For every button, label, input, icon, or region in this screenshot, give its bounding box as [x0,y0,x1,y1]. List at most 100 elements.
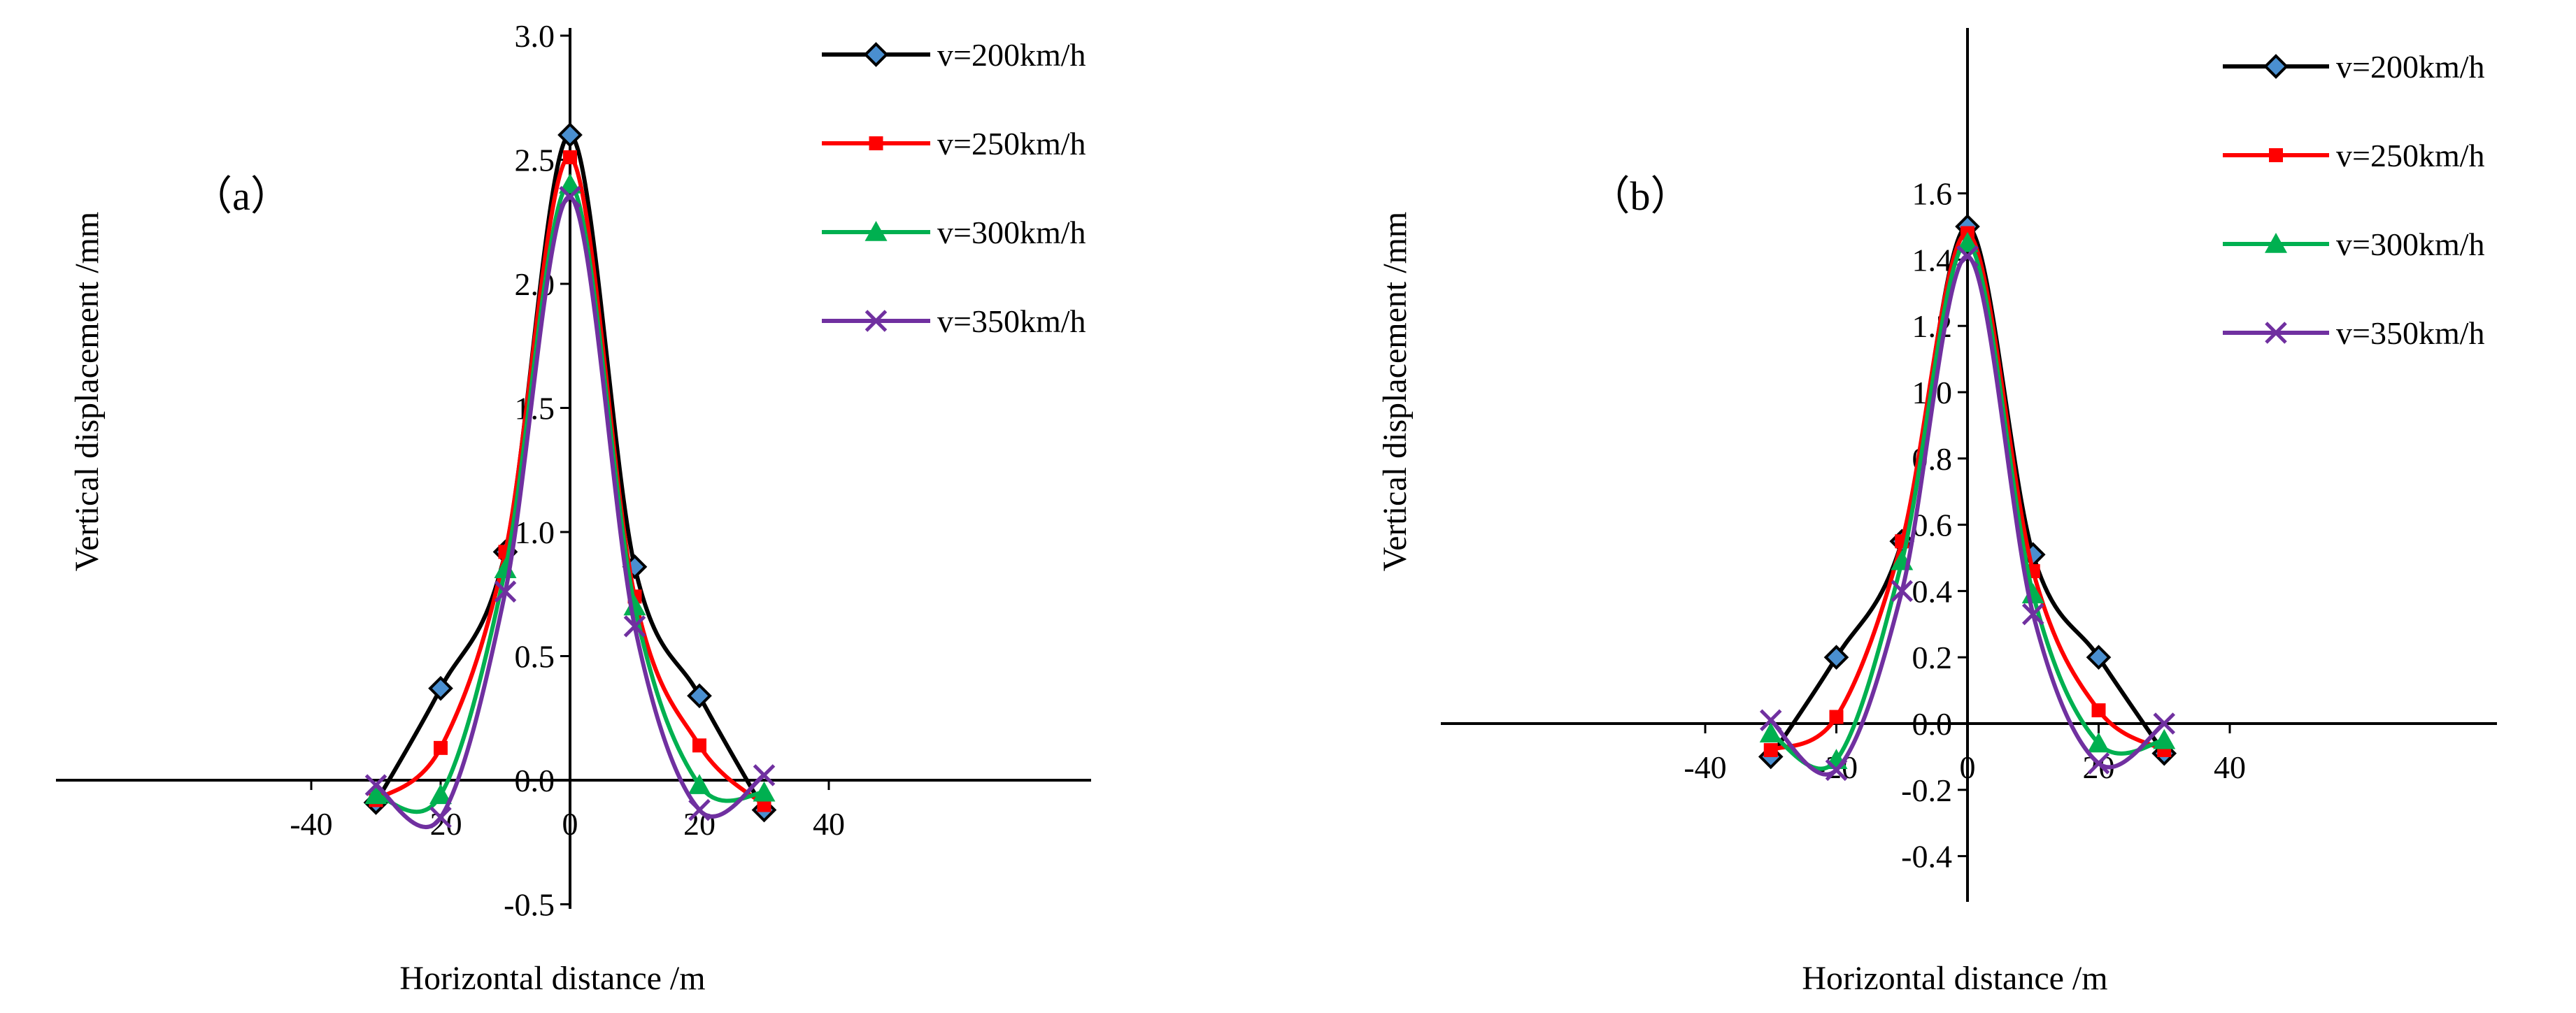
x-axis-title-b: Horizontal distance /m [1802,960,2107,997]
data-point-v350kmh-a [688,798,711,821]
data-point-v300kmh-b [1759,722,1782,743]
data-point-v350kmh-b [1759,709,1782,732]
data-point-v200kmh-a [557,122,583,148]
y-tick-label-b: 1.6 [1912,176,1953,212]
data-point-v350kmh-b-stroke-2 [2021,603,2044,626]
data-point-v350kmh-b [2021,603,2044,626]
data-point-v350kmh-a-stroke-2 [559,185,581,208]
series-v250kmh-a [369,150,771,812]
panel-label-b: （b） [1589,173,1691,219]
data-point-v300kmh-a [623,595,646,616]
data-point-v350kmh-b-stroke-2 [1759,709,1782,732]
x-tick-label-b: 40 [2214,749,2246,785]
legend-item-v250kmh-a: v=250km/h [822,126,1086,161]
data-point-v300kmh-a [688,774,711,794]
y-tick-label-a: 1.0 [515,515,555,550]
x-tick-label-a: 0 [562,806,578,842]
series-v300kmh-a [364,173,776,814]
data-point-v350kmh-a [559,185,581,208]
data-point-v300kmh-a [429,784,452,805]
legend-item-v350kmh-b: v=350km/h [2223,315,2485,351]
y-tick-label-a: 2.5 [515,143,555,178]
legend-label-v250kmh-a: v=250km/h [937,126,1086,161]
panel-label-a: （a） [192,173,291,219]
data-point-v200kmh-b [2086,645,2112,670]
data-point-v350kmh-a-stroke-2 [623,615,646,638]
data-point-v250kmh-a [434,740,448,755]
data-point-v250kmh-b [1763,742,1778,757]
series-v350kmh-a [364,185,776,829]
y-tick-label-b: 0.2 [1912,640,1953,675]
data-point-v350kmh-a [623,615,646,638]
data-point-v350kmh-b-stroke-2 [1891,580,1914,603]
y-tick-label-a: 1.5 [515,391,555,426]
legend-item-v300kmh-b: v=300km/h [2223,227,2485,262]
legend-label-v350kmh-b: v=350km/h [2336,315,2485,351]
legend-marker-v350kmh-b [2265,322,2287,344]
data-point-v250kmh-a [563,150,577,164]
series-v300kmh-b [1759,231,2176,771]
data-point-v250kmh-b [2091,703,2106,718]
legend-item-v250kmh-b: v=250km/h [2223,138,2485,173]
legend-marker-v350kmh-b-stroke-2 [2265,322,2287,344]
y-tick-label-a: -0.5 [504,887,555,923]
data-point-v350kmh-a-stroke-2 [753,764,776,786]
data-point-v300kmh-a [753,781,776,802]
legend-item-v200kmh-a: v=200km/h [822,37,1086,73]
data-point-v300kmh-b [2153,728,2176,749]
y-tick-label-b: -0.2 [1901,773,1952,808]
data-point-v350kmh-b-stroke-2 [2153,712,2176,735]
legend-marker-v250kmh-b [2269,148,2283,162]
data-point-v350kmh-a-stroke-2 [429,806,452,829]
x-tick-label-a: 40 [813,806,845,842]
data-point-v350kmh-b-stroke-2 [1956,245,1979,268]
x-tick-label-b: 0 [1960,749,1976,785]
legend-marker-v300kmh-b [2265,233,2287,253]
legend-label-v200kmh-b: v=200km/h [2336,49,2485,85]
data-point-v350kmh-a-stroke-2 [494,580,517,603]
legend-label-v200kmh-a: v=200km/h [937,37,1086,73]
chart-panel-a: -40 -20 0 20 40-0.50.00.51.01.52.02.53.0Vert… [56,18,1091,997]
x-tick-label-a: -40 [290,806,332,842]
x-tick-label-b: -40 [1684,749,1726,785]
x-tick-label-a: -20 [419,806,462,842]
data-point-v350kmh-b [2153,712,2176,735]
data-point-v300kmh-b [2087,732,2110,753]
legend-marker-v250kmh-a [869,136,883,150]
data-point-v300kmh-a [559,173,581,194]
data-point-v300kmh-b [1956,231,1979,252]
data-point-v350kmh-b [1891,580,1914,603]
data-point-v300kmh-a [364,784,387,805]
legend-marker-v200kmh-b [2263,54,2289,79]
y-tick-label-b: 0.0 [1912,706,1953,742]
y-tick-label-a: 0.0 [515,763,555,798]
series-v250kmh-b [1763,226,2172,757]
legend-marker-v200kmh-a [863,42,889,67]
data-point-v200kmh-b [1823,645,1849,670]
data-point-v350kmh-a-stroke-2 [688,798,711,821]
legend-label-v300kmh-b: v=300km/h [2336,227,2485,262]
data-point-v350kmh-b-stroke-2 [2087,752,2110,775]
y-tick-label-a: 3.0 [515,18,555,54]
legend-label-v350kmh-a: v=350km/h [937,303,1086,339]
data-point-v350kmh-b [2087,752,2110,775]
data-point-v350kmh-b-stroke-2 [1825,759,1848,782]
legend-label-v250kmh-b: v=250km/h [2336,138,2485,173]
data-point-v350kmh-a-stroke-2 [364,774,387,796]
data-point-v250kmh-b [1829,710,1844,724]
data-point-v350kmh-a [429,806,452,829]
legend-marker-v350kmh-a [864,310,888,332]
legend-marker-v350kmh-a-stroke-2 [864,310,888,332]
legend-label-v300kmh-a: v=300km/h [937,215,1086,250]
data-point-v200kmh-a [428,675,453,701]
data-point-v350kmh-b [1956,245,1979,268]
y-axis-title-b: Vertical displacement /mm [1376,212,1414,572]
legend-marker-v300kmh-a [864,221,888,241]
legend-item-v300kmh-a: v=300km/h [822,215,1086,250]
y-tick-label-a: 0.5 [515,639,555,675]
data-point-v350kmh-a [494,580,517,603]
data-point-v350kmh-a [753,764,776,786]
y-tick-label-b: 1.4 [1912,242,1953,278]
